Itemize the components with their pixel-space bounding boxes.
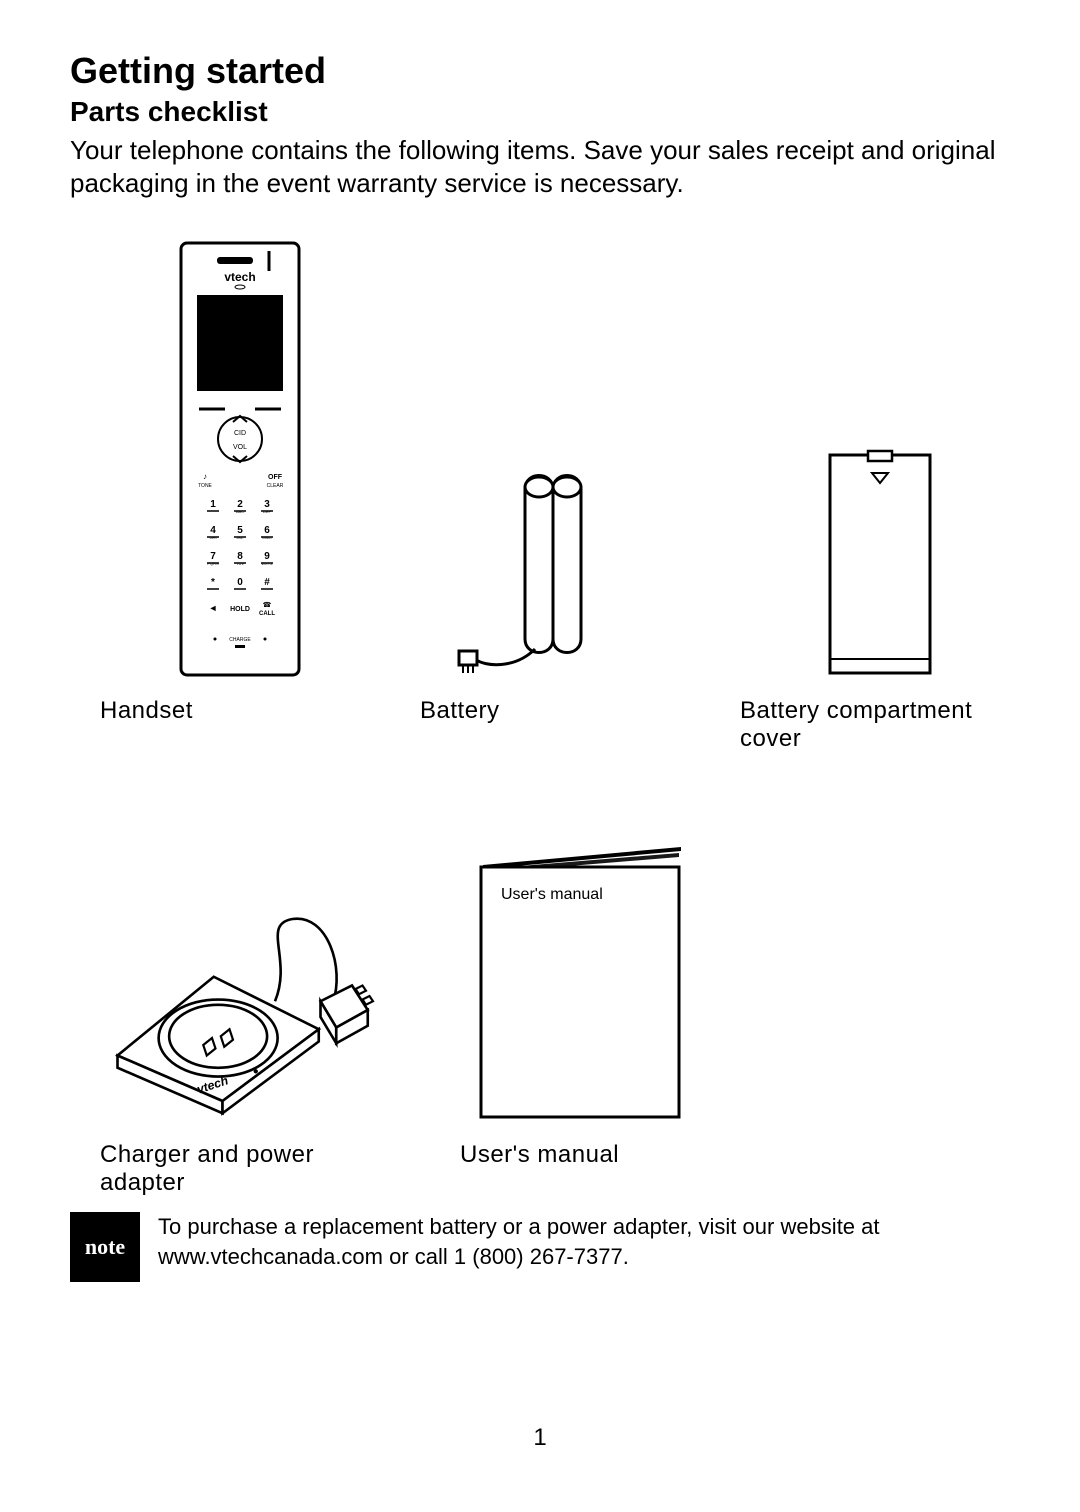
- svg-text:CID: CID: [234, 430, 246, 437]
- handset-label: Handset: [100, 697, 380, 725]
- charger-label: Charger and power adapter: [100, 1141, 380, 1197]
- svg-text:CALL: CALL: [259, 611, 275, 617]
- cover-illustration: [740, 239, 1020, 679]
- parts-grid: vtech CID VOL ♪ TONE OFF: [100, 239, 1010, 1197]
- cover-icon: [820, 449, 940, 679]
- svg-text:HOLD: HOLD: [230, 606, 250, 613]
- intro-text: Your telephone contains the following it…: [70, 134, 1010, 199]
- svg-text:0: 0: [237, 577, 243, 588]
- page-number: 1: [0, 1424, 1080, 1452]
- svg-text:User's manual: User's manual: [501, 886, 603, 903]
- note-text: To purchase a replacement battery or a p…: [158, 1212, 970, 1271]
- svg-text:CLEAR: CLEAR: [267, 483, 284, 489]
- battery-label: Battery: [420, 697, 700, 725]
- page-title: Getting started: [70, 50, 1010, 92]
- manual-label: User's manual: [460, 1141, 700, 1169]
- handset-icon: vtech CID VOL ♪ TONE OFF: [175, 239, 305, 679]
- section-subtitle: Parts checklist: [70, 96, 1010, 128]
- svg-text:1: 1: [210, 499, 216, 510]
- part-cover: Battery compartment cover: [740, 239, 1020, 753]
- part-manual: User's manual User's manual: [460, 843, 700, 1197]
- svg-text:☎: ☎: [263, 601, 272, 609]
- note-block: note To purchase a replacement battery o…: [70, 1212, 970, 1282]
- svg-text:#: #: [264, 577, 270, 588]
- part-charger: vtech Charger and power adapter: [100, 843, 380, 1197]
- charger-icon: vtech: [100, 883, 380, 1123]
- charger-illustration: vtech: [100, 843, 380, 1123]
- manual-icon: User's manual: [465, 843, 695, 1123]
- note-badge: note: [70, 1212, 140, 1282]
- battery-illustration: [420, 239, 700, 679]
- cover-label: Battery compartment cover: [740, 697, 1020, 753]
- svg-text:TONE: TONE: [198, 483, 212, 489]
- manual-illustration: User's manual: [460, 843, 700, 1123]
- part-handset: vtech CID VOL ♪ TONE OFF: [100, 239, 380, 753]
- battery-icon: [445, 459, 675, 679]
- svg-text:VOL: VOL: [233, 444, 247, 451]
- svg-text:OFF: OFF: [268, 474, 283, 481]
- svg-text:◄: ◄: [209, 603, 218, 613]
- svg-text:♪: ♪: [203, 472, 207, 481]
- svg-text:*: *: [211, 577, 215, 588]
- handset-brand: vtech: [224, 270, 255, 284]
- handset-illustration: vtech CID VOL ♪ TONE OFF: [100, 239, 380, 679]
- svg-text:CHARGE: CHARGE: [229, 637, 251, 643]
- part-battery: Battery: [420, 239, 700, 753]
